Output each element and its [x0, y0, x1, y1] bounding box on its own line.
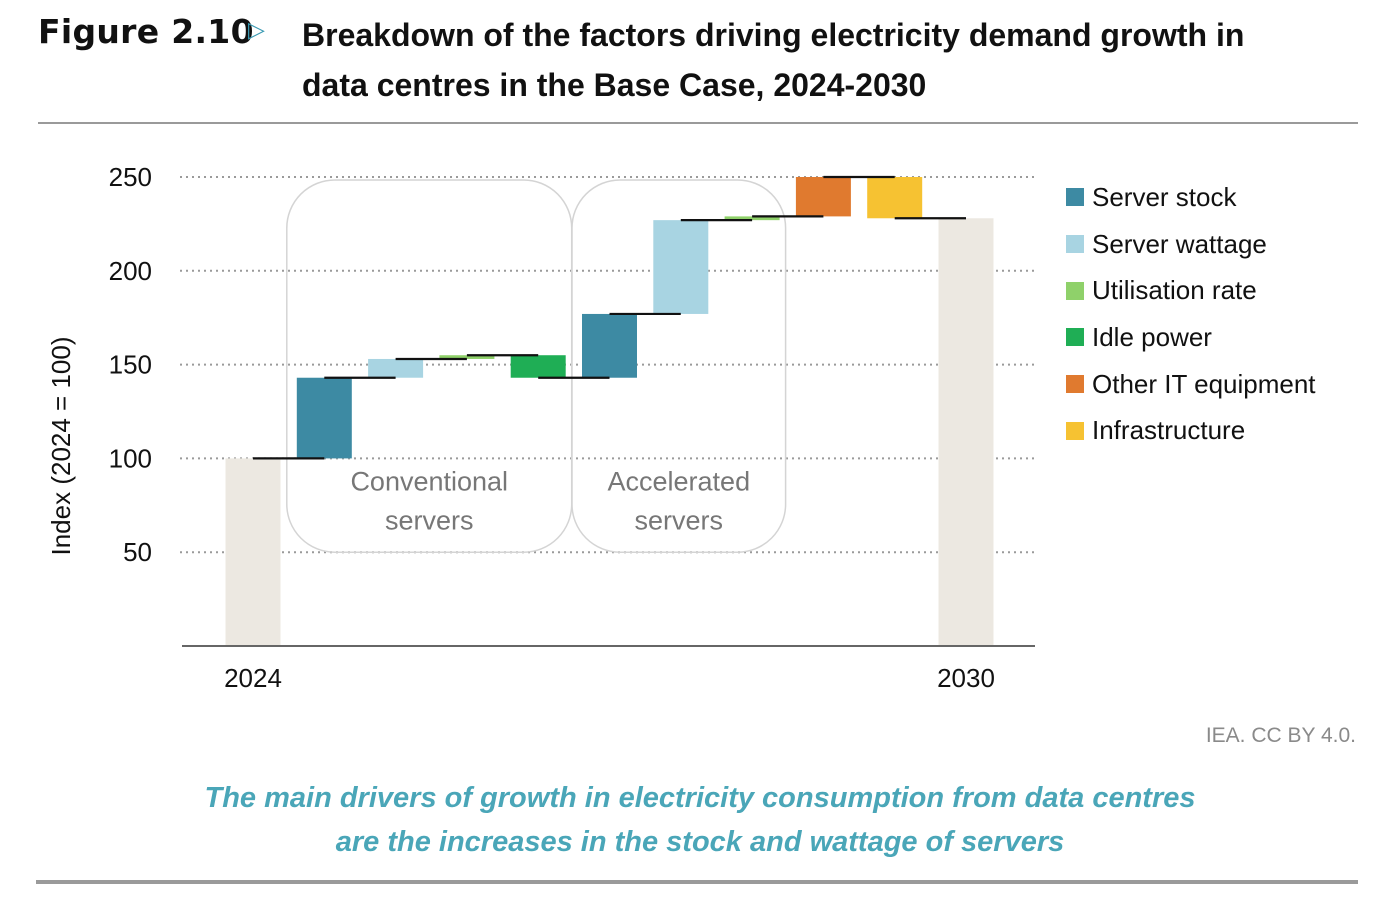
- bar-2-server-wattage: [368, 358, 424, 378]
- bar-6-server-wattage: [653, 220, 709, 314]
- legend-label-idle-power: Idle power: [1092, 321, 1212, 352]
- bar-3-utilisation-rate: [439, 355, 495, 359]
- legend-item-idle-power: Idle power: [1066, 314, 1316, 361]
- y-tick-label-50: 50: [123, 537, 152, 567]
- legend-label-other-it-equipment: Other IT equipment: [1092, 368, 1316, 399]
- legend-item-server-wattage: Server wattage: [1066, 221, 1316, 268]
- legend-item-other-it-equipment: Other IT equipment: [1066, 361, 1316, 408]
- triangle-arrow-icon: ▷: [248, 18, 265, 43]
- y-axis-label: Index (2024 = 100): [46, 337, 76, 556]
- legend-label-infrastructure: Infrastructure: [1092, 415, 1246, 446]
- accelerated-servers-box: [571, 179, 787, 553]
- legend-item-infrastructure: Infrastructure: [1066, 407, 1316, 454]
- legend-swatch-infrastructure: [1066, 421, 1084, 440]
- bar-4-idle-power: [510, 355, 566, 378]
- figure-caption: The main drivers of growth in electricit…: [100, 776, 1300, 864]
- caption-line1: The main drivers of growth in electricit…: [204, 782, 1196, 814]
- bar-9-infrastructure: [867, 177, 923, 219]
- bar-1-server-stock: [296, 377, 352, 459]
- x-tick-label-end: 2030: [937, 663, 995, 690]
- x-tick-label-start: 2024: [224, 663, 282, 690]
- legend-item-utilisation-rate: Utilisation rate: [1066, 267, 1316, 314]
- y-tick-label-250: 250: [109, 162, 152, 192]
- bar-0-2024: [225, 458, 281, 646]
- caption-line2: are the increases in the stock and watta…: [335, 826, 1065, 858]
- legend-label-server-stock: Server stock: [1092, 181, 1237, 212]
- y-tick-label-200: 200: [109, 256, 152, 286]
- figure-label: Figure 2.10: [38, 12, 254, 51]
- legend: Server stock Server wattage Utilisation ra…: [1066, 174, 1316, 454]
- accelerated-servers-label-line1: Accelerated: [608, 466, 751, 496]
- y-tick-label-150: 150: [109, 350, 152, 380]
- figure-title: Breakdown of the factors driving electri…: [302, 10, 1362, 110]
- legend-label-utilisation-rate: Utilisation rate: [1092, 275, 1257, 306]
- legend-item-server-stock: Server stock: [1066, 174, 1316, 221]
- legend-swatch-utilisation-rate: [1066, 281, 1084, 300]
- y-tick-label-100: 100: [109, 443, 152, 473]
- bar-5-server-stock: [582, 313, 637, 378]
- bar-7-utilisation-rate: [724, 216, 780, 221]
- bar-10-2030: [938, 218, 994, 646]
- figure-title-line2: data centres in the Base Case, 2024-2030: [302, 67, 927, 103]
- waterfall-chart: 50 100 150 200 250 Conventional servers Accele…: [46, 162, 1035, 690]
- figure-title-line1: Breakdown of the factors driving electri…: [302, 17, 1245, 53]
- accelerated-servers-label-line2: servers: [635, 505, 724, 535]
- legend-swatch-server-wattage: [1066, 235, 1084, 254]
- legend-swatch-other-it-equipment: [1066, 375, 1084, 394]
- legend-swatch-idle-power: [1066, 328, 1084, 347]
- top-divider: [38, 122, 1358, 124]
- conventional-servers-label-line1: Conventional: [350, 466, 508, 496]
- bottom-divider: [36, 880, 1358, 884]
- legend-swatch-server-stock: [1066, 188, 1084, 207]
- bar-8-other-it-equipment: [795, 177, 851, 217]
- conventional-servers-label-line2: servers: [385, 505, 474, 535]
- legend-label-server-wattage: Server wattage: [1092, 228, 1267, 259]
- source-credit: IEA. CC BY 4.0.: [1205, 724, 1356, 747]
